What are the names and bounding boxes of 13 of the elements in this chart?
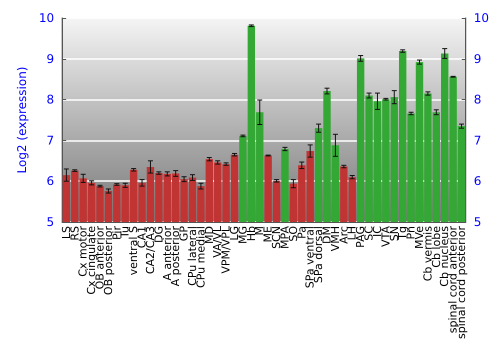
y2-tick-label: 9 — [474, 52, 482, 66]
y2-tick-label: 10 — [474, 11, 490, 25]
y-tick-label: 5 — [46, 215, 54, 230]
y-axis-title: Log2 (expression) — [15, 66, 29, 174]
y-tick-label: 9 — [46, 52, 54, 66]
y2-tick-label: 8 — [474, 92, 482, 107]
y-tick-label: 6 — [46, 174, 54, 188]
y2-tick-label: 6 — [474, 174, 482, 188]
y-tick-label: 7 — [46, 133, 54, 148]
y2-tick-label: 7 — [474, 133, 482, 148]
y2-tick-label: 5 — [474, 215, 482, 230]
y-tick-label: 8 — [46, 92, 54, 107]
y-tick-label: 10 — [38, 11, 54, 25]
